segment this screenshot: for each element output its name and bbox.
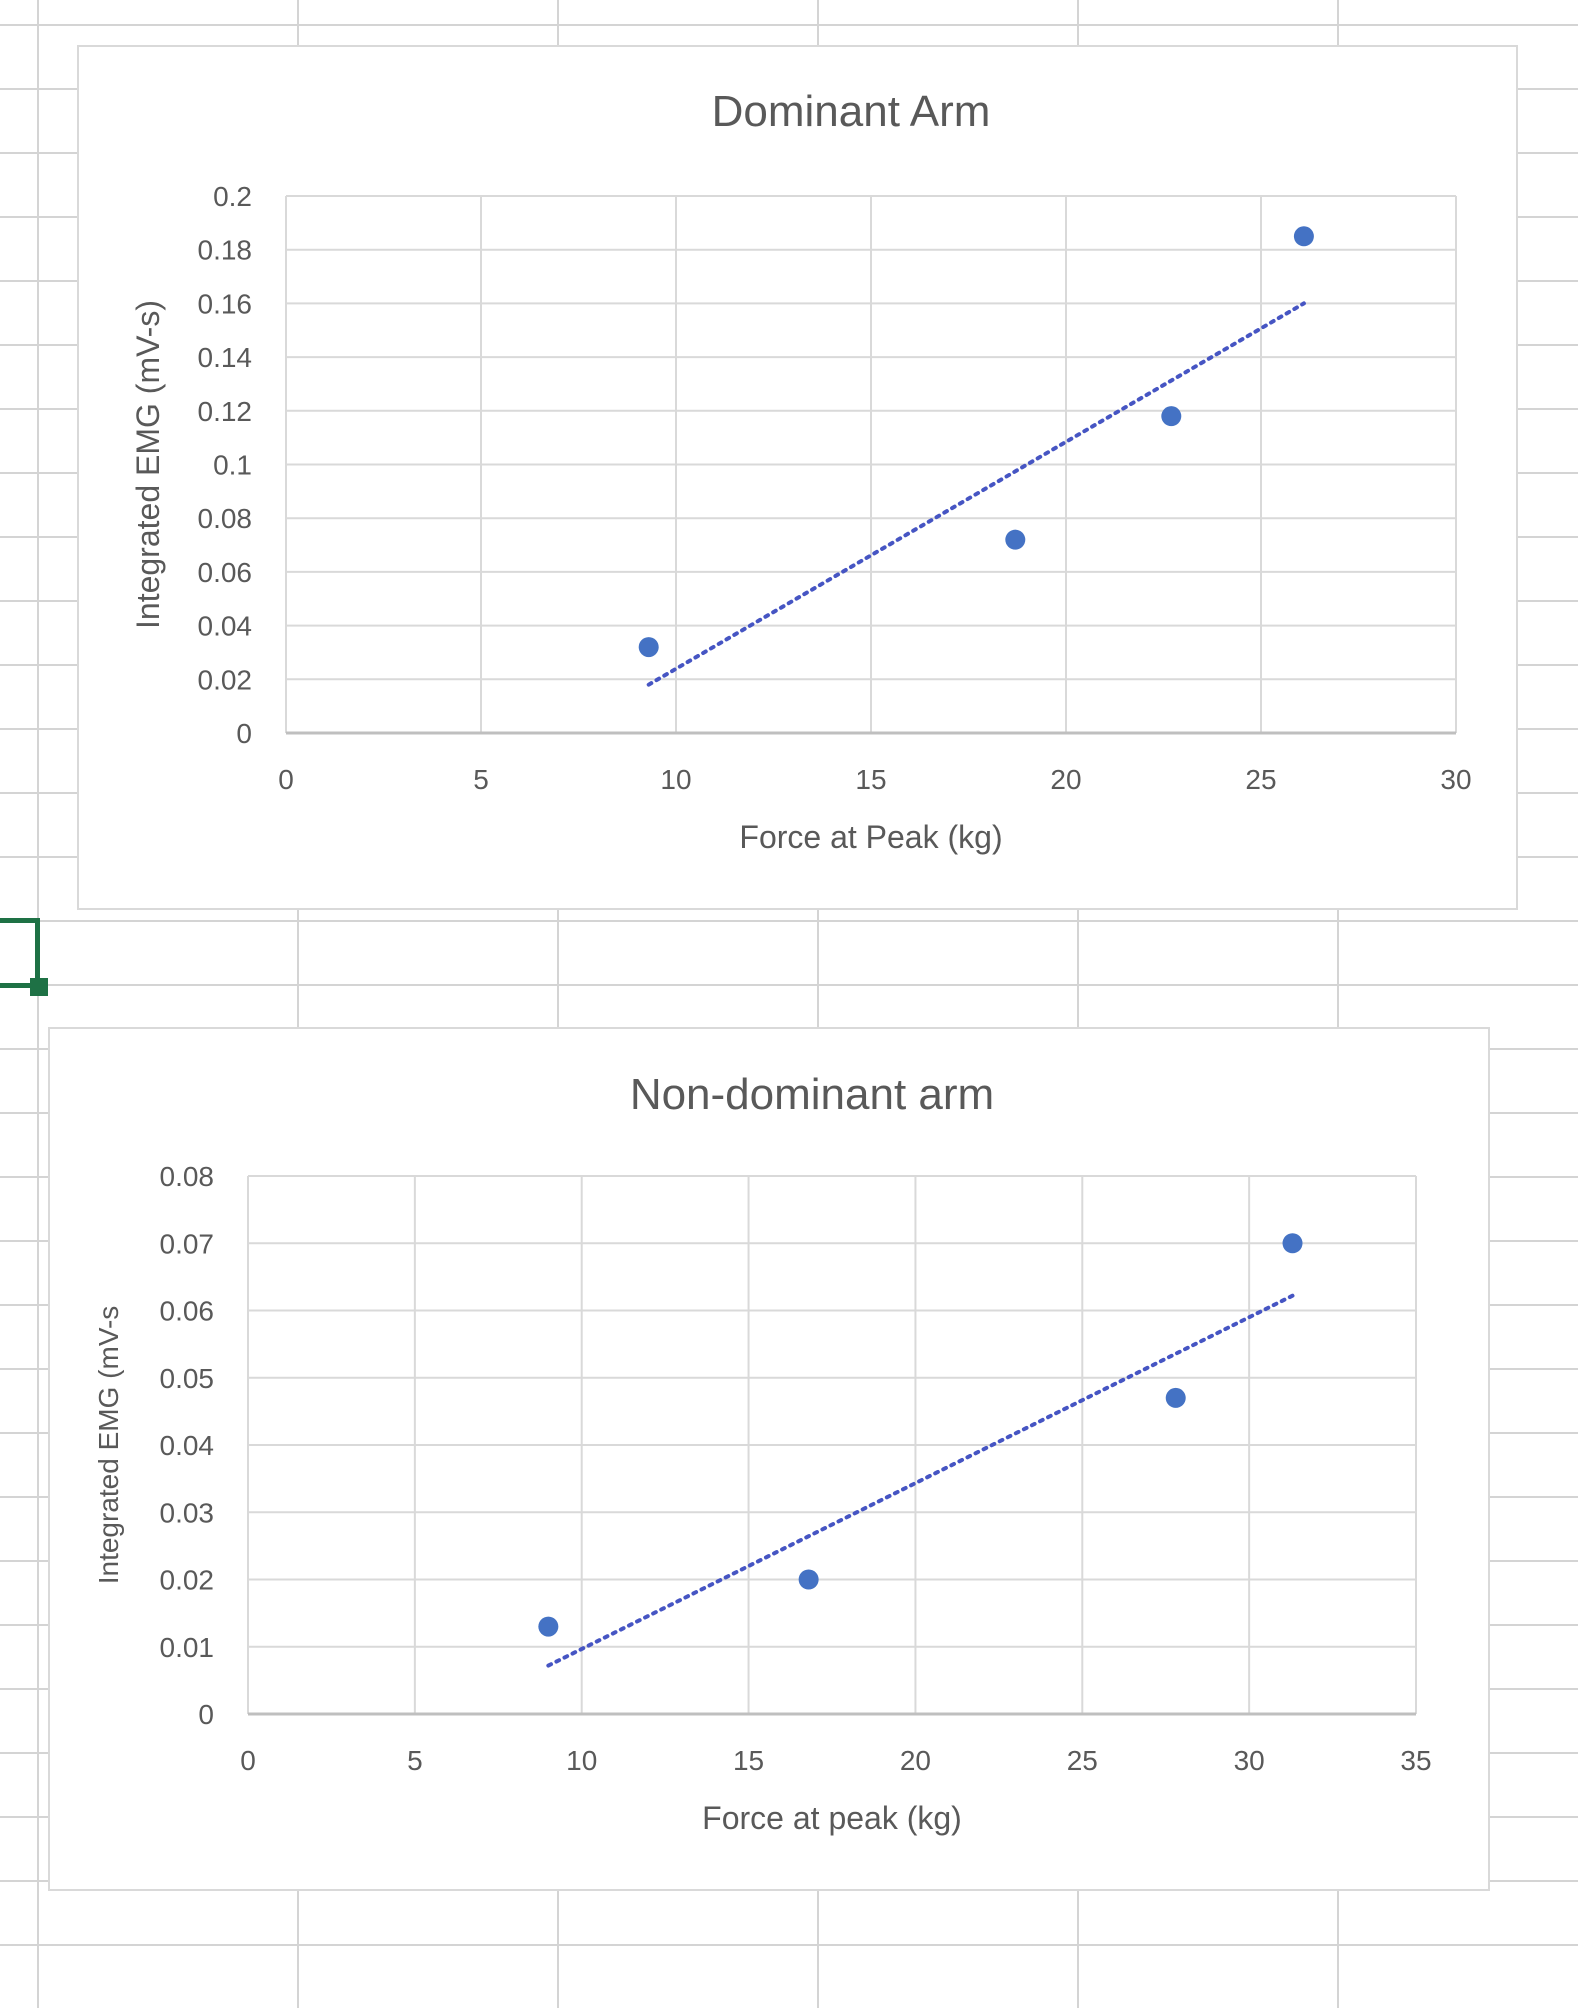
x-tick-label: 20 — [1050, 764, 1081, 795]
chart-non-dominant-arm[interactable]: 0 5 10 15 20 25 30 35 0 0.01 0.02 0.03 0.04 0.05 0.06 0… — [48, 1027, 1490, 1891]
y-tick-label: 0 — [198, 1699, 214, 1730]
x-tick-label: 15 — [733, 1745, 764, 1776]
y-tick-label: 0.04 — [198, 611, 253, 642]
chart-dominant-arm-plot: 0 5 10 15 20 25 30 0 0.02 0.04 0.06 0.08 0.1 0.12 0.14… — [130, 87, 1472, 855]
y-tick-label: 0.18 — [198, 235, 253, 266]
x-axis-label: Force at Peak (kg) — [739, 819, 1002, 855]
x-tick-label: 25 — [1067, 1745, 1098, 1776]
data-point[interactable] — [1161, 406, 1182, 427]
y-tick-label: 0.16 — [198, 288, 253, 319]
chart-title: Dominant Arm — [712, 87, 991, 136]
y-tick-label: 0.1 — [213, 450, 252, 481]
x-tick-label: 20 — [900, 1745, 931, 1776]
y-tick-label: 0.06 — [198, 557, 253, 588]
x-axis-label: Force at peak (kg) — [702, 1800, 962, 1836]
trendline — [546, 1293, 1295, 1668]
x-tick-label: 15 — [855, 764, 886, 795]
x-tick-label: 5 — [473, 764, 489, 795]
x-tick-label: 0 — [278, 764, 294, 795]
data-point[interactable] — [1165, 1387, 1186, 1408]
data-point[interactable] — [1282, 1233, 1303, 1254]
y-tick-label: 0.02 — [198, 664, 253, 695]
data-point[interactable] — [1293, 226, 1314, 247]
y-tick-label: 0.06 — [160, 1296, 215, 1327]
x-tick-label: 35 — [1400, 1745, 1431, 1776]
x-tick-label: 25 — [1245, 764, 1276, 795]
y-tick-label: 0.08 — [160, 1161, 215, 1192]
chart-dominant-arm[interactable]: 0 5 10 15 20 25 30 0 0.02 0.04 0.06 0.08 0.1 0.12 0.14… — [77, 45, 1518, 910]
chart-title: Non-dominant arm — [630, 1070, 994, 1119]
selected-cell[interactable] — [0, 918, 40, 988]
x-tick-label: 0 — [240, 1745, 256, 1776]
y-axis-label: Integrated EMG (mV-s) — [130, 300, 166, 629]
y-tick-label: 0.14 — [198, 342, 253, 373]
y-tick-label: 0.12 — [198, 396, 253, 427]
y-tick-label: 0.04 — [160, 1430, 215, 1461]
x-tick-label: 5 — [407, 1745, 423, 1776]
y-tick-label: 0 — [236, 718, 252, 749]
x-tick-label: 10 — [660, 764, 691, 795]
y-tick-label: 0.02 — [160, 1565, 215, 1596]
x-tick-label: 10 — [566, 1745, 597, 1776]
data-point[interactable] — [638, 637, 659, 658]
data-point[interactable] — [798, 1569, 819, 1590]
data-point[interactable] — [1005, 529, 1026, 550]
x-tick-label: 30 — [1234, 1745, 1265, 1776]
y-tick-label: 0.01 — [160, 1632, 215, 1663]
y-tick-label: 0.2 — [213, 181, 252, 212]
chart-non-dominant-arm-plot: 0 5 10 15 20 25 30 35 0 0.01 0.02 0.03 0.04 0.05 0.06 0… — [93, 1070, 1432, 1836]
x-tick-label: 30 — [1440, 764, 1471, 795]
y-axis-label: Integrated EMG (mV-s — [93, 1306, 124, 1585]
y-tick-label: 0.07 — [160, 1228, 215, 1259]
trendline — [646, 301, 1306, 687]
fill-handle[interactable] — [30, 978, 48, 996]
data-point[interactable] — [538, 1616, 559, 1637]
y-tick-label: 0.08 — [198, 503, 253, 534]
y-tick-label: 0.03 — [160, 1497, 215, 1528]
y-tick-label: 0.05 — [160, 1363, 215, 1394]
